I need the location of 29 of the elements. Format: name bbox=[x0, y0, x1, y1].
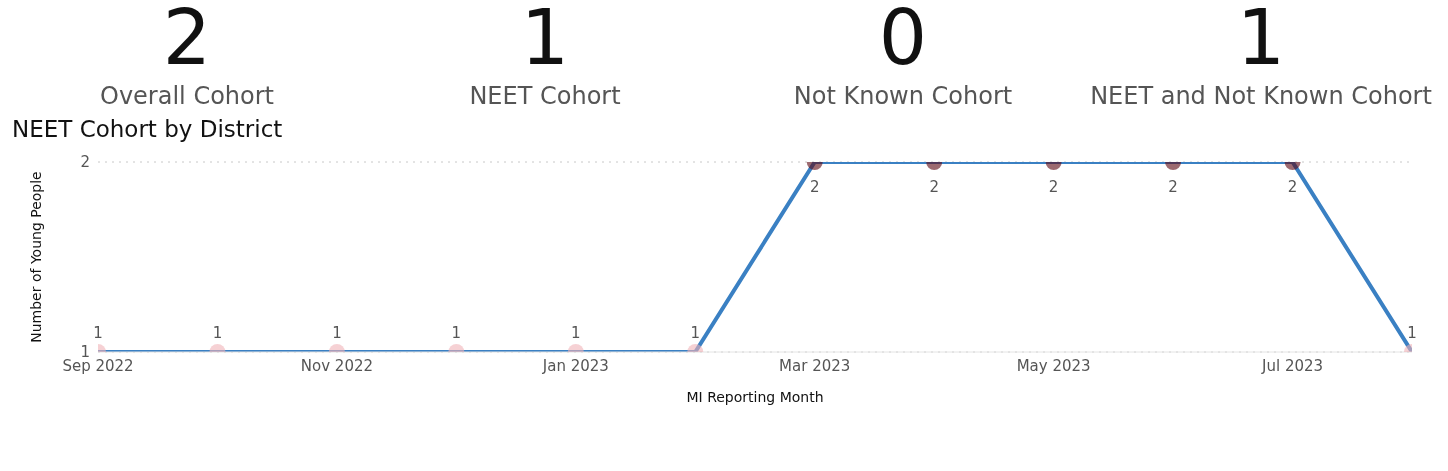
text: Overall Cohort bbox=[99, 82, 275, 110]
data-label: 1 bbox=[690, 324, 701, 342]
data-label: 1 bbox=[93, 324, 103, 342]
data-label: 2 bbox=[809, 178, 820, 196]
data-label: 1 bbox=[571, 324, 581, 342]
text: 1 bbox=[1235, 0, 1287, 82]
x-tick-label: Jan 2023 bbox=[541, 356, 609, 375]
chart-title: NEET Cohort by District bbox=[12, 116, 284, 142]
text: 1 bbox=[519, 0, 571, 82]
data-label: 2 bbox=[1168, 178, 1178, 196]
data-label: 2 bbox=[1287, 178, 1298, 196]
x-tick-label: Mar 2023 bbox=[779, 356, 851, 375]
x-tick-label: Nov 2022 bbox=[300, 356, 374, 375]
text: NEET Cohort bbox=[468, 82, 622, 110]
data-label: 2 bbox=[1048, 178, 1059, 196]
text: NEET and Not Known Cohort bbox=[1089, 82, 1433, 110]
data-label: 1 bbox=[1407, 324, 1417, 342]
x-axis-title: MI Reporting Month bbox=[686, 389, 824, 405]
text: Not Known Cohort bbox=[792, 82, 1014, 110]
data-label: 1 bbox=[332, 324, 342, 342]
x-tick-label: Jul 2023 bbox=[1261, 356, 1324, 375]
data-label: 2 bbox=[929, 178, 939, 196]
text: 2 bbox=[161, 0, 213, 82]
x-tick-label: May 2023 bbox=[1016, 356, 1091, 375]
text: 0 bbox=[877, 0, 929, 82]
data-label: 1 bbox=[451, 324, 462, 342]
data-label: 1 bbox=[212, 324, 223, 342]
y-axis-title: Number of Young People bbox=[27, 171, 44, 343]
x-tick-label: Sep 2022 bbox=[62, 356, 134, 375]
